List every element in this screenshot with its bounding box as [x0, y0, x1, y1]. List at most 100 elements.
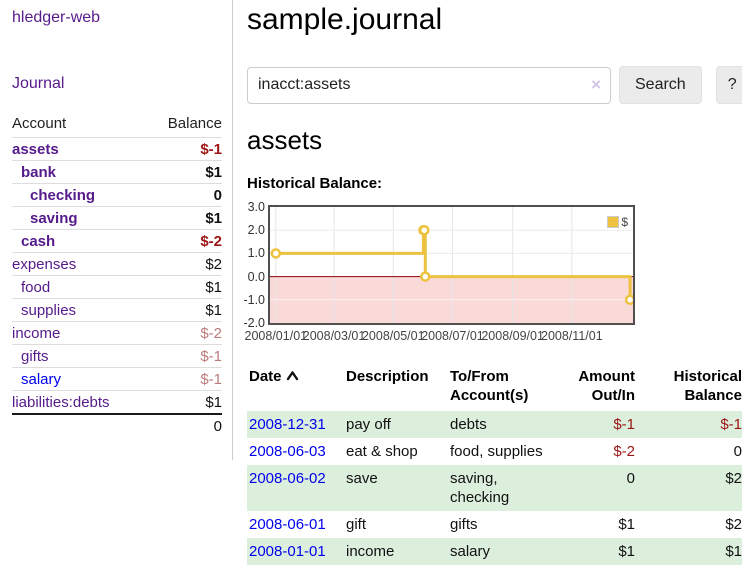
- sort-ascending-icon[interactable]: [286, 370, 299, 381]
- accounts-total-row: 0: [12, 413, 222, 438]
- sidebar-account-balance: $-1: [146, 367, 222, 391]
- sidebar-item-journal[interactable]: Journal: [12, 75, 65, 92]
- register-row: 2008-06-01 gift gifts $1 $2: [247, 511, 742, 538]
- transaction-accounts: debts: [450, 416, 487, 433]
- sidebar-account-link-cash[interactable]: cash: [21, 232, 56, 250]
- sidebar-account-link-supplies[interactable]: supplies: [21, 301, 77, 319]
- sidebar-account-balance: $-2: [146, 321, 222, 345]
- x-axis-tick-label: 2008/03/01: [302, 329, 366, 343]
- transaction-description: gift: [346, 516, 367, 533]
- sidebar-account-row: income $-2: [12, 321, 222, 345]
- brand-link[interactable]: hledger-web: [12, 9, 101, 26]
- chart-data-point[interactable]: [419, 224, 430, 236]
- chart-plot-area[interactable]: $: [268, 205, 636, 325]
- transaction-historical-balance: $2: [725, 470, 742, 487]
- sidebar-account-row: salary $-1: [12, 367, 222, 391]
- clear-search-icon[interactable]: ×: [591, 74, 601, 94]
- sidebar-account-balance: $1: [146, 390, 222, 414]
- legend-swatch-icon: [607, 216, 620, 228]
- sidebar-account-link-liabilities-debts[interactable]: liabilities:debts: [12, 393, 110, 411]
- sidebar-account-row: saving $1: [12, 206, 222, 230]
- search-form: × Search ?: [247, 66, 742, 104]
- transaction-date-link[interactable]: 2008-12-31: [249, 416, 326, 433]
- app-layout: hledger-web Journal Account Balance asse…: [0, 0, 742, 565]
- sidebar-account-link-saving[interactable]: saving: [30, 209, 78, 227]
- sidebar-account-link-gifts[interactable]: gifts: [21, 347, 49, 365]
- sidebar-account-row: supplies $1: [12, 298, 222, 322]
- sidebar-account-row: assets $-1: [12, 137, 222, 161]
- accounts-header-balance: Balance: [167, 115, 222, 132]
- sidebar-account-link-expenses[interactable]: expenses: [12, 255, 77, 273]
- transaction-accounts: saving, checking: [450, 470, 510, 506]
- accounts-header-account: Account: [12, 115, 67, 132]
- transaction-date-link[interactable]: 2008-01-01: [249, 543, 326, 560]
- register-column-header-historical: Historical Balance: [673, 368, 742, 404]
- accounts-table-header: Account Balance: [12, 112, 222, 138]
- register-column-header-to-from: To/From Account(s): [450, 368, 529, 404]
- chart-data-point[interactable]: [270, 248, 282, 259]
- transaction-amount: $-2: [613, 443, 635, 460]
- accounts-total-value: 0: [146, 413, 222, 438]
- transaction-description: save: [346, 470, 378, 487]
- transaction-accounts: food, supplies: [450, 443, 543, 460]
- transaction-date-link[interactable]: 2008-06-01: [249, 516, 326, 533]
- search-button[interactable]: Search: [619, 66, 702, 104]
- sidebar-account-link-food[interactable]: food: [21, 278, 51, 296]
- sidebar-account-row: food $1: [12, 275, 222, 299]
- sidebar-account-link-checking[interactable]: checking: [30, 186, 96, 204]
- transaction-description: income: [346, 543, 395, 560]
- sidebar-account-balance: $1: [146, 298, 222, 322]
- sidebar-account-row: liabilities:debts $1: [12, 390, 222, 414]
- chart-canvas: [270, 207, 636, 323]
- sidebar: hledger-web Journal Account Balance asse…: [0, 0, 233, 460]
- historical-balance-chart: $ 3.0 2.0 1.0 0.0 -1.0 -2.0 2008/01/01 2008/03…: [239, 200, 742, 349]
- transaction-description: eat & shop: [346, 443, 418, 460]
- transaction-amount: $-1: [613, 416, 635, 433]
- register-row: 2008-12-31 pay off debts $-1 $-1: [247, 411, 742, 438]
- search-box: ×: [247, 66, 611, 104]
- page-title: sample.journal: [247, 3, 443, 36]
- y-axis-tick-label: 1.0: [247, 246, 265, 261]
- sidebar-account-balance: $1: [146, 206, 222, 230]
- sidebar-account-row: bank $1: [12, 160, 222, 184]
- register-row: 2008-06-03 eat & shop food, supplies $-2 0: [247, 438, 742, 465]
- register-row: 2008-06-02 save saving, checking 0 $2: [247, 465, 742, 511]
- y-axis-tick-label: -1.0: [243, 292, 265, 307]
- sidebar-account-row: cash $-2: [12, 229, 222, 253]
- register-table: Date Description To/From Account(s) Amount Ou…: [247, 367, 742, 565]
- chart-data-point[interactable]: [420, 271, 431, 282]
- legend-label: $: [621, 215, 628, 229]
- register-column-header-amount: Amount Out/In: [578, 368, 635, 404]
- sidebar-account-balance: 0: [146, 183, 222, 207]
- sidebar-account-row: expenses $2: [12, 252, 222, 276]
- x-axis-tick-label: 2008/07/01: [421, 329, 484, 343]
- sidebar-account-balance: $-1: [146, 137, 222, 161]
- search-input[interactable]: [247, 66, 611, 104]
- y-axis-tick-label: 2.0: [247, 223, 265, 238]
- transaction-accounts: gifts: [450, 516, 478, 533]
- sidebar-account-balance: $1: [146, 160, 222, 184]
- transaction-date-link[interactable]: 2008-06-03: [249, 443, 326, 460]
- transaction-historical-balance: 0: [733, 443, 742, 460]
- sidebar-account-balance: $-1: [146, 344, 222, 368]
- chart-data-point[interactable]: [624, 294, 636, 306]
- help-button[interactable]: ?: [715, 66, 742, 104]
- chart-legend: $: [605, 214, 630, 230]
- sidebar-account-balance: $2: [146, 252, 222, 276]
- y-axis-tick-label: 3.0: [247, 200, 265, 214]
- sidebar-account-row: gifts $-1: [12, 344, 222, 368]
- sidebar-account-row: checking 0: [12, 183, 222, 207]
- register-column-header-date[interactable]: Date: [247, 367, 344, 411]
- register-header-row: Date Description To/From Account(s) Amount Ou…: [247, 367, 742, 411]
- register-row: 2008-01-01 income salary $1 $1: [247, 538, 742, 565]
- sidebar-account-link-bank[interactable]: bank: [21, 163, 57, 181]
- y-axis-tick-label: 0.0: [247, 269, 265, 284]
- y-axis-tick-label: -2.0: [243, 316, 265, 330]
- transaction-amount: 0: [626, 470, 635, 487]
- transaction-date-link[interactable]: 2008-06-02: [249, 470, 326, 487]
- sidebar-account-link-salary[interactable]: salary: [21, 370, 62, 388]
- x-axis-tick-label: 2008/05/01: [361, 329, 425, 343]
- sidebar-account-link-income[interactable]: income: [12, 324, 61, 342]
- sidebar-account-link-assets[interactable]: assets: [12, 140, 59, 158]
- chart-title: Historical Balance:: [247, 175, 383, 192]
